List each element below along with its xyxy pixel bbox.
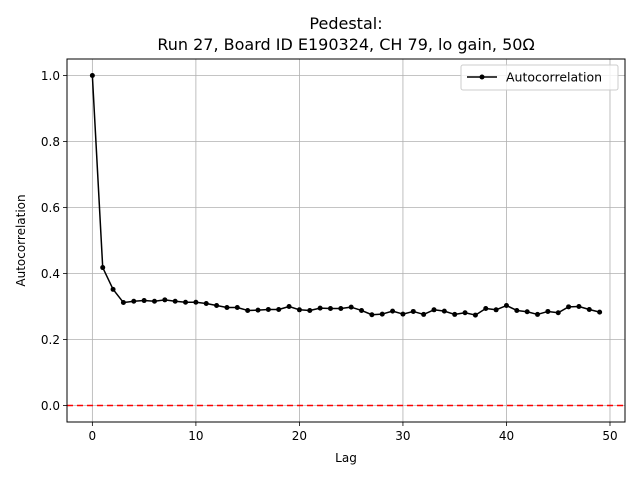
legend-label: Autocorrelation xyxy=(506,70,602,85)
legend-box xyxy=(460,64,619,91)
data-point xyxy=(359,307,365,313)
data-point xyxy=(421,311,427,317)
y-tick-label: 0.4 xyxy=(41,267,60,281)
data-point xyxy=(120,300,126,306)
data-point xyxy=(390,308,396,314)
chart-title: Pedestal: xyxy=(309,14,382,33)
data-point xyxy=(327,305,333,311)
data-point xyxy=(472,312,478,318)
data-point xyxy=(89,73,95,78)
data-point xyxy=(276,306,282,312)
data-point xyxy=(555,310,561,316)
y-axis-label: Autocorrelation xyxy=(14,194,28,286)
x-tick-label: 10 xyxy=(188,429,203,443)
data-point xyxy=(566,304,572,310)
data-point xyxy=(296,307,302,313)
data-point xyxy=(234,304,240,310)
x-axis-ticks: 0 10 20 30 40 50 xyxy=(89,422,618,443)
y-tick-label: 0.8 xyxy=(41,135,60,149)
data-point xyxy=(183,299,189,305)
data-point xyxy=(576,304,582,309)
data-point xyxy=(400,311,406,317)
data-point xyxy=(462,310,468,316)
data-point xyxy=(110,286,116,292)
legend: Autocorrelation xyxy=(460,64,619,91)
data-point xyxy=(307,307,313,313)
data-point xyxy=(203,301,209,307)
data-point xyxy=(151,298,157,304)
data-point xyxy=(162,297,168,303)
data-point xyxy=(255,307,261,313)
x-axis-label: Lag xyxy=(335,451,357,465)
data-point xyxy=(245,307,251,313)
y-axis-ticks: 0.0 0.2 0.4 0.6 0.8 1.0 xyxy=(41,69,67,413)
data-point xyxy=(586,306,592,312)
grid xyxy=(67,59,625,422)
x-tick-label: 0 xyxy=(89,429,97,443)
legend-marker-swatch xyxy=(479,74,485,80)
plot-frame xyxy=(66,58,626,423)
data-point xyxy=(431,307,437,313)
data-point xyxy=(379,311,385,317)
data-point xyxy=(369,312,375,318)
data-point xyxy=(452,311,458,317)
data-point xyxy=(131,298,137,304)
x-tick-label: 20 xyxy=(292,429,307,443)
data-point xyxy=(338,305,344,311)
data-point xyxy=(348,304,354,310)
data-point xyxy=(545,308,551,314)
data-point xyxy=(503,303,509,309)
data-point xyxy=(514,307,520,313)
data-point xyxy=(317,305,323,311)
y-tick-label: 0.2 xyxy=(41,333,60,347)
data-point xyxy=(214,303,220,309)
data-point xyxy=(493,307,499,313)
data-point xyxy=(410,308,416,314)
data-point xyxy=(141,298,147,304)
data-point xyxy=(535,311,541,317)
data-point xyxy=(172,298,178,304)
chart-subtitle: Run 27, Board ID E190324, CH 79, lo gain… xyxy=(157,35,534,54)
data-point xyxy=(100,265,106,271)
x-tick-label: 50 xyxy=(602,429,617,443)
data-point xyxy=(441,308,447,314)
data-point xyxy=(524,309,530,315)
x-tick-label: 40 xyxy=(499,429,514,443)
series-layer xyxy=(89,73,603,318)
data-point xyxy=(483,305,489,311)
data-point xyxy=(597,309,603,315)
data-point xyxy=(224,304,230,310)
x-tick-label: 30 xyxy=(395,429,410,443)
y-tick-label: 0.6 xyxy=(41,201,60,215)
y-tick-label: 0.0 xyxy=(41,399,60,413)
data-point xyxy=(286,304,292,309)
data-point xyxy=(265,306,271,312)
y-tick-label: 1.0 xyxy=(41,69,60,83)
data-point xyxy=(193,299,199,305)
